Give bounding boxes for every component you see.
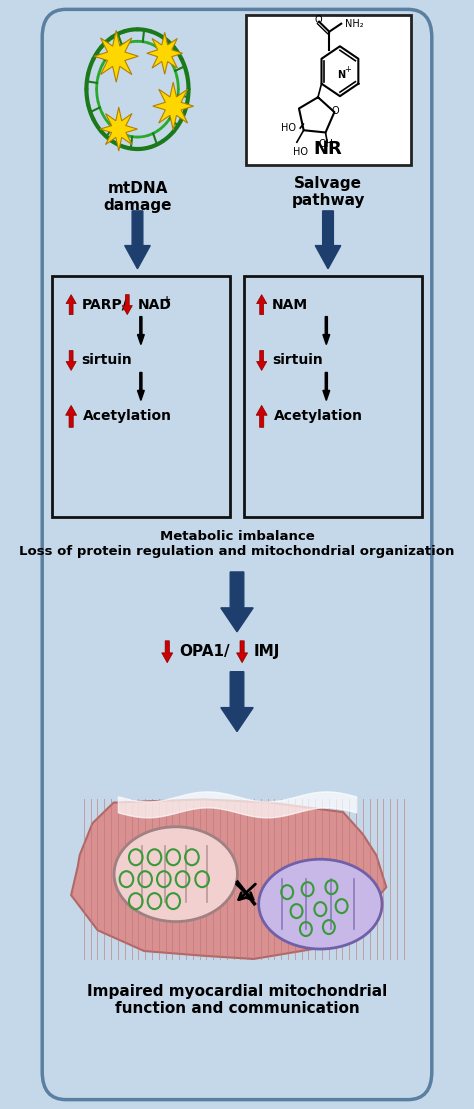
FancyArrow shape: [137, 316, 144, 345]
Text: IMJ: IMJ: [254, 644, 281, 659]
Text: NAD: NAD: [137, 297, 172, 312]
Text: NH₂: NH₂: [345, 19, 363, 29]
Polygon shape: [66, 350, 76, 370]
FancyBboxPatch shape: [244, 276, 422, 517]
FancyArrow shape: [125, 211, 150, 268]
Text: sirtuin: sirtuin: [272, 354, 323, 367]
Polygon shape: [153, 82, 193, 130]
FancyArrow shape: [315, 211, 341, 268]
Text: Metabolic imbalance
Loss of protein regulation and mitochondrial organization: Metabolic imbalance Loss of protein regu…: [19, 530, 455, 558]
Polygon shape: [147, 32, 182, 74]
FancyArrow shape: [221, 572, 253, 632]
FancyBboxPatch shape: [246, 16, 410, 165]
Text: sirtuin: sirtuin: [82, 354, 132, 367]
Text: PARP/: PARP/: [82, 297, 127, 312]
Text: mtDNA
damage: mtDNA damage: [103, 181, 172, 213]
Polygon shape: [256, 350, 267, 370]
FancyArrow shape: [221, 672, 253, 732]
Text: OPA1/: OPA1/: [179, 644, 230, 659]
Text: O: O: [331, 106, 338, 116]
Text: Acetylation: Acetylation: [83, 409, 172, 424]
FancyBboxPatch shape: [52, 276, 230, 517]
Text: Acetylation: Acetylation: [273, 409, 363, 424]
Polygon shape: [256, 406, 267, 427]
Polygon shape: [162, 641, 173, 663]
Text: +: +: [344, 64, 351, 73]
Ellipse shape: [114, 827, 237, 922]
Text: O: O: [314, 14, 322, 24]
Text: OH: OH: [319, 139, 334, 149]
Polygon shape: [71, 800, 386, 959]
Text: Salvage
pathway: Salvage pathway: [291, 176, 365, 208]
Text: NR: NR: [314, 140, 342, 157]
Polygon shape: [122, 295, 132, 315]
Polygon shape: [65, 406, 77, 427]
Polygon shape: [66, 295, 76, 315]
FancyBboxPatch shape: [42, 9, 432, 1100]
FancyArrow shape: [137, 373, 144, 400]
Text: HO: HO: [293, 147, 308, 157]
Polygon shape: [237, 641, 247, 663]
Text: N: N: [337, 70, 345, 80]
Text: Impaired myocardial mitochondrial
function and communication: Impaired myocardial mitochondrial functi…: [87, 984, 387, 1016]
Text: +: +: [163, 295, 171, 305]
Polygon shape: [100, 108, 137, 151]
Text: NAM: NAM: [272, 297, 308, 312]
Ellipse shape: [259, 859, 382, 949]
FancyArrow shape: [323, 373, 330, 400]
Text: HO: HO: [281, 123, 295, 133]
FancyArrow shape: [323, 316, 330, 345]
Polygon shape: [256, 295, 267, 315]
Polygon shape: [94, 30, 138, 82]
